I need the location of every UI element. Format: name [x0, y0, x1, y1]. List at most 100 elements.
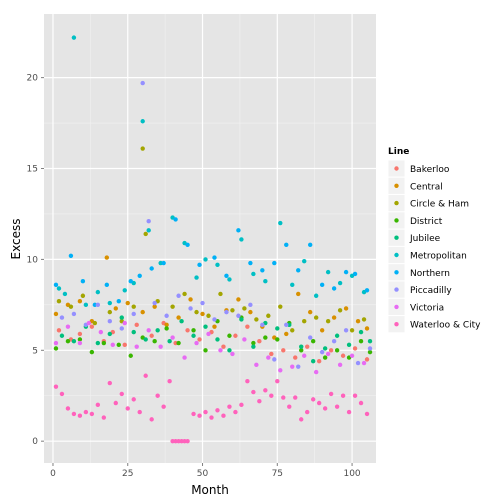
- point-waterloo-city: [113, 400, 118, 406]
- point-waterloo-city: [275, 378, 280, 384]
- point-victoria: [337, 362, 343, 368]
- point-bakerloo: [149, 333, 154, 338]
- point-metropolitan: [227, 277, 232, 282]
- point-circle-ham: [218, 291, 223, 297]
- point-victoria: [146, 328, 151, 333]
- point-circle-ham: [313, 315, 319, 320]
- point-district: [77, 337, 83, 342]
- point-waterloo-city: [322, 406, 328, 411]
- point-northern: [149, 266, 154, 271]
- point-bakerloo: [134, 322, 139, 328]
- point-victoria: [313, 369, 319, 375]
- point-metropolitan: [263, 279, 268, 284]
- point-central: [104, 255, 110, 260]
- point-district: [53, 346, 59, 351]
- point-jubilee: [59, 333, 65, 338]
- point-northern: [212, 255, 217, 260]
- legend-label-waterloo-city: Waterloo & City: [410, 321, 481, 331]
- point-central: [140, 309, 145, 315]
- point-jubilee: [191, 333, 196, 338]
- point-waterloo-city: [364, 411, 370, 417]
- point-circle-ham: [107, 309, 113, 315]
- point-piccadilly: [355, 360, 361, 366]
- point-piccadilly: [59, 315, 65, 320]
- point-northern: [331, 286, 337, 291]
- point-victoria: [77, 340, 83, 346]
- legend-label-district: District: [410, 217, 443, 227]
- point-piccadilly: [164, 313, 169, 318]
- legend-marker-circle-ham: [394, 200, 399, 206]
- legend-label-piccadilly: Piccadilly: [410, 286, 452, 296]
- point-piccadilly: [152, 300, 157, 306]
- point-northern: [364, 288, 370, 293]
- point-piccadilly: [146, 219, 151, 224]
- point-circle-ham: [278, 304, 283, 309]
- point-circle-ham: [80, 293, 86, 298]
- point-victoria: [325, 351, 331, 357]
- point-circle-ham: [349, 328, 355, 333]
- point-victoria: [242, 337, 247, 342]
- point-waterloo-city: [221, 413, 226, 418]
- point-northern: [272, 260, 277, 266]
- point-waterloo-city: [77, 413, 83, 418]
- point-waterloo-city: [305, 409, 310, 415]
- point-waterloo-city: [251, 389, 256, 395]
- point-piccadilly: [272, 357, 277, 362]
- point-bakerloo: [293, 355, 298, 360]
- point-metropolitan: [325, 269, 331, 275]
- point-piccadilly: [248, 302, 253, 308]
- point-jubilee: [239, 317, 244, 322]
- y-tick-label: 15: [27, 165, 38, 175]
- point-bakerloo: [185, 328, 190, 333]
- point-central: [113, 306, 118, 311]
- point-central: [188, 297, 193, 302]
- y-tick-label: 5: [32, 346, 38, 356]
- point-central: [355, 319, 361, 324]
- point-northern: [319, 282, 325, 288]
- point-northern: [307, 242, 313, 248]
- point-piccadilly: [140, 80, 145, 86]
- point-bakerloo: [56, 328, 62, 333]
- point-waterloo-city: [197, 413, 202, 418]
- point-waterloo-city: [346, 409, 352, 415]
- point-metropolitan: [313, 293, 319, 298]
- point-piccadilly: [95, 302, 101, 308]
- point-central: [364, 326, 370, 331]
- data-points: [53, 35, 373, 444]
- point-northern: [80, 279, 86, 284]
- point-northern: [128, 279, 133, 284]
- legend-label-bakerloo: Bakerloo: [410, 165, 450, 175]
- point-waterloo-city: [191, 411, 196, 417]
- point-district: [310, 339, 316, 344]
- point-central: [319, 328, 325, 333]
- legend-label-jubilee: Jubilee: [409, 234, 441, 244]
- point-waterloo-city: [269, 393, 274, 398]
- point-district: [334, 348, 340, 353]
- point-metropolitan: [278, 220, 283, 226]
- point-piccadilly: [131, 311, 136, 317]
- point-metropolitan: [194, 275, 199, 280]
- point-victoria: [290, 364, 295, 369]
- point-piccadilly: [71, 311, 77, 317]
- point-piccadilly: [212, 317, 217, 322]
- point-district: [128, 353, 133, 358]
- point-jubilee: [251, 344, 256, 349]
- point-circle-ham: [206, 313, 211, 318]
- point-victoria: [278, 368, 283, 373]
- point-central: [212, 324, 217, 329]
- point-jubilee: [179, 319, 184, 324]
- point-victoria: [110, 342, 115, 348]
- point-victoria: [206, 331, 211, 337]
- point-circle-ham: [92, 320, 98, 326]
- point-waterloo-city: [107, 380, 113, 386]
- point-central: [164, 322, 169, 328]
- point-bakerloo: [328, 348, 334, 353]
- point-bakerloo: [122, 342, 127, 348]
- point-northern: [248, 260, 253, 266]
- point-northern: [197, 262, 202, 268]
- x-axis-title: Month: [191, 483, 229, 497]
- point-jubilee: [227, 348, 232, 353]
- point-district: [263, 335, 268, 340]
- point-jubilee: [155, 328, 160, 333]
- x-tick-label: 75: [272, 469, 283, 479]
